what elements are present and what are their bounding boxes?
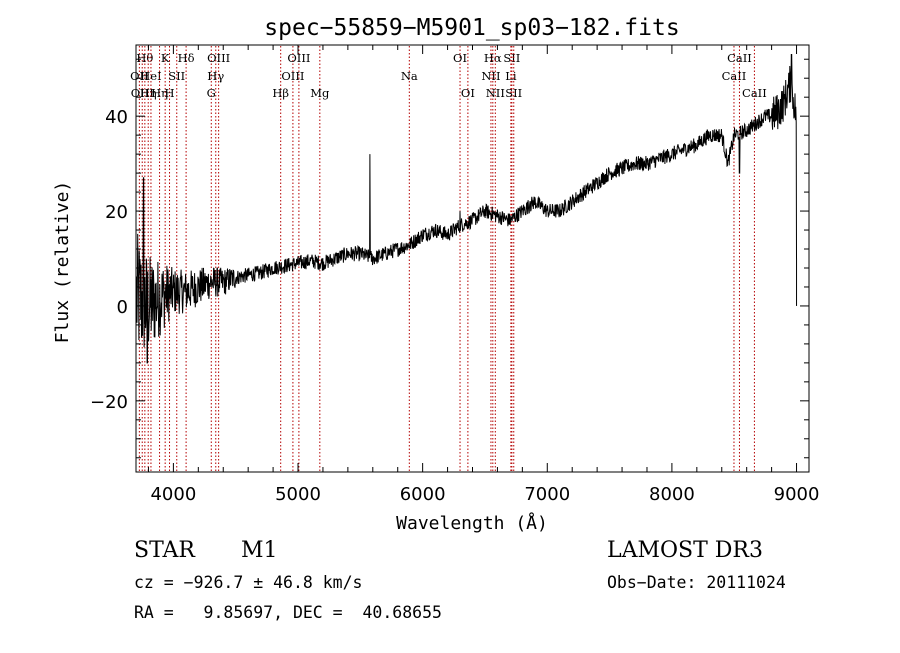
obs-date: Obs−Date: 20111024 bbox=[607, 573, 786, 592]
spectral-line-label: CaII bbox=[722, 69, 747, 83]
spectral-line-label: NII bbox=[481, 69, 500, 83]
spectral-line-label: SII bbox=[503, 51, 520, 65]
redshift-readout: cz = −926.7 ± 46.8 km/s bbox=[134, 573, 363, 592]
spectral-line-label: Hβ bbox=[272, 86, 289, 100]
survey-name: LAMOST DR3 bbox=[607, 538, 763, 563]
y-tick-label: 20 bbox=[105, 202, 128, 223]
object-subclass: M1 bbox=[241, 538, 278, 563]
spectral-line-label: HeI bbox=[140, 69, 161, 83]
y-tick-label: 0 bbox=[117, 297, 128, 318]
spectral-line-label: Hη bbox=[140, 86, 157, 100]
spectral-line-label: Hγ bbox=[207, 69, 224, 83]
spectral-line-label: SII bbox=[168, 69, 185, 83]
x-tick-label: 9000 bbox=[774, 484, 820, 505]
series-layer bbox=[136, 54, 798, 364]
spectral-line-label: Hθ bbox=[136, 51, 153, 65]
x-tick-label: 7000 bbox=[524, 484, 570, 505]
spectral-line-label: H bbox=[165, 86, 175, 100]
x-tick-label: 5000 bbox=[275, 484, 321, 505]
spectral-lines-layer: OIIOIIIHθHηHeIHηKHSIIHδGHγOIIIHβOIIIOIII… bbox=[130, 46, 767, 471]
plot-frame bbox=[135, 44, 810, 473]
spectral-line-label: OII bbox=[130, 69, 149, 83]
spectral-line-label: NII bbox=[486, 86, 505, 100]
spectral-line-label: SII bbox=[505, 86, 522, 100]
coordinates-readout: RA = 9.85697, DEC = 40.68655 bbox=[134, 603, 442, 622]
chart-title: spec−55859−M5901_sp03−182.fits bbox=[264, 15, 679, 41]
spectral-line-label: Hη bbox=[151, 86, 168, 100]
spectral-line-label: G bbox=[207, 86, 216, 100]
object-class: STAR bbox=[134, 538, 195, 563]
y-tick-label: −20 bbox=[90, 392, 128, 413]
spectral-line-label: Hδ bbox=[178, 51, 195, 65]
spectral-line-label: OI bbox=[461, 86, 475, 100]
x-tick-label: 6000 bbox=[400, 484, 446, 505]
spectral-line-label: Hα bbox=[484, 51, 502, 65]
spectral-line-label: Li bbox=[505, 69, 517, 83]
spectral-line-label: CaII bbox=[727, 51, 752, 65]
spectral-line-label: OIII bbox=[281, 69, 304, 83]
spectral-line-label: CaII bbox=[742, 86, 767, 100]
x-tick-label: 4000 bbox=[150, 484, 196, 505]
spectral-line-label: Na bbox=[401, 69, 418, 83]
spectral-line-label: OIII bbox=[207, 51, 230, 65]
y-axis-label: Flux (relative) bbox=[52, 181, 73, 344]
y-tick-label: 40 bbox=[105, 107, 128, 128]
spectral-line-label: OIII bbox=[287, 51, 310, 65]
axis-ticks-layer: 4000 5000 6000 7000 8000 9000 −20 0 20 40 bbox=[90, 45, 819, 505]
flux-series-line bbox=[136, 54, 797, 364]
x-tick-label: 8000 bbox=[649, 484, 695, 505]
spectral-line-label: K bbox=[161, 51, 170, 65]
spectral-line-label: OI bbox=[453, 51, 467, 65]
x-axis-label: Wavelength (Å) bbox=[396, 512, 548, 534]
spectral-line-label: Mg bbox=[310, 86, 330, 100]
